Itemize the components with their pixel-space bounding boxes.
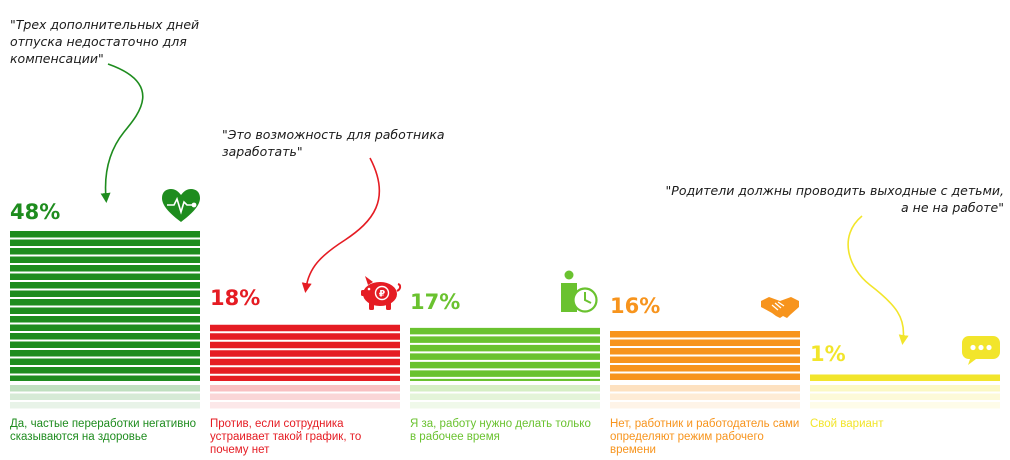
- reflection-stripe: [10, 385, 200, 392]
- bar-stripe: [10, 282, 200, 289]
- bar-reflection-4: [610, 385, 800, 409]
- bar-stripe: [10, 350, 200, 357]
- svg-text:₽: ₽: [379, 290, 385, 300]
- bar-stripe: [610, 339, 800, 346]
- bar-stripe: [410, 336, 600, 343]
- bar-reflection-2: [210, 385, 400, 409]
- reflection-stripe: [410, 393, 600, 400]
- bar-stripe: [810, 374, 1000, 381]
- reflection-stripe: [810, 402, 1000, 409]
- bar-stripe: [610, 356, 800, 363]
- person-clock-icon: [561, 270, 598, 313]
- annotation-quote-1: "Трех дополнительных дней отпуска недост…: [10, 17, 200, 66]
- reflection-stripe: [410, 385, 600, 392]
- bar-stripe: [410, 344, 600, 352]
- reflection-stripe: [210, 393, 400, 400]
- category-label-4: Нет, работник и работодатель сами опреде…: [610, 418, 800, 456]
- bar-stripe: [410, 378, 600, 381]
- reflection-stripe: [610, 385, 800, 392]
- bar-stripe: [10, 265, 200, 272]
- bar-2: [210, 324, 400, 381]
- bar-stripe: [210, 341, 400, 349]
- value-label-4: 16%: [610, 294, 661, 318]
- category-label-1: Да, частые переработки негативно сказыва…: [10, 418, 197, 443]
- bar-stripe: [10, 231, 200, 238]
- bar-stripe: [610, 365, 800, 372]
- bar-stripe: [210, 350, 400, 357]
- bar-stripe: [410, 327, 600, 335]
- bar-stripe: [410, 370, 600, 377]
- reflection-stripe: [10, 402, 200, 409]
- speech-bubble-icon: [962, 336, 1000, 365]
- bar-stripe: [10, 290, 200, 297]
- bar-stripe: [10, 316, 200, 323]
- bar-stripe: [10, 299, 200, 306]
- annotation-arrow-3: [847, 215, 909, 345]
- bar-stripe: [610, 373, 800, 380]
- bar-stripe: [210, 333, 400, 340]
- reflection-stripe: [810, 385, 1000, 392]
- bar-stripe: [10, 256, 200, 263]
- bar-stripe: [10, 333, 200, 340]
- annotation-quote-2: "Это возможность для работника заработат…: [222, 127, 445, 159]
- reflection-stripe: [810, 393, 1000, 400]
- reflection-stripe: [410, 402, 600, 409]
- reflection-stripe: [10, 393, 200, 400]
- bar-stripe: [10, 358, 200, 365]
- bar-stripe: [10, 307, 200, 314]
- bar-stripe: [410, 361, 600, 369]
- bar-5: [810, 374, 1000, 381]
- category-label-2: Против, если сотрудника устраивает такой…: [210, 418, 362, 456]
- reflection-stripe: [610, 402, 800, 409]
- bar-stripe: [10, 324, 200, 331]
- bar-stripe: [610, 348, 800, 355]
- piggy-bank-icon: ₽: [361, 276, 402, 310]
- bar-stripe: [10, 375, 200, 381]
- bar-stripe: [210, 367, 400, 374]
- bar-stripe: [610, 331, 800, 338]
- bar-3: [410, 327, 600, 381]
- bar-4: [610, 331, 800, 380]
- value-label-3: 17%: [410, 290, 461, 314]
- bar-stripe: [10, 341, 200, 348]
- bar-1: [10, 231, 200, 381]
- reflection-stripe: [210, 402, 400, 409]
- annotation-quote-3: "Родители должны проводить выходные с де…: [665, 183, 1004, 215]
- value-label-1: 48%: [10, 200, 61, 224]
- value-label-2: 18%: [210, 286, 261, 310]
- bar-stripe: [210, 324, 400, 332]
- bar-stripe: [10, 367, 200, 374]
- annotation-arrow-2: [301, 157, 381, 293]
- bar-stripe: [10, 248, 200, 255]
- category-label-3: Я за, работу нужно делать только в рабоч…: [410, 418, 591, 443]
- bar-reflection-3: [410, 385, 600, 409]
- reflection-stripe: [210, 385, 400, 392]
- bar-stripe: [410, 353, 600, 360]
- value-label-5: 1%: [810, 342, 846, 366]
- bar-stripe: [210, 358, 400, 366]
- category-label-5: Свой вариант: [810, 418, 884, 430]
- bar-reflection-5: [810, 385, 1000, 409]
- heart-pulse-icon: [162, 189, 200, 222]
- bar-stripe: [10, 273, 200, 280]
- bar-stripe: [10, 239, 200, 246]
- bar-stripe: [210, 375, 400, 381]
- reflection-stripe: [610, 393, 800, 400]
- handshake-icon: [761, 297, 799, 318]
- bar-reflection-1: [10, 385, 200, 409]
- annotation-arrow-1: [100, 63, 144, 203]
